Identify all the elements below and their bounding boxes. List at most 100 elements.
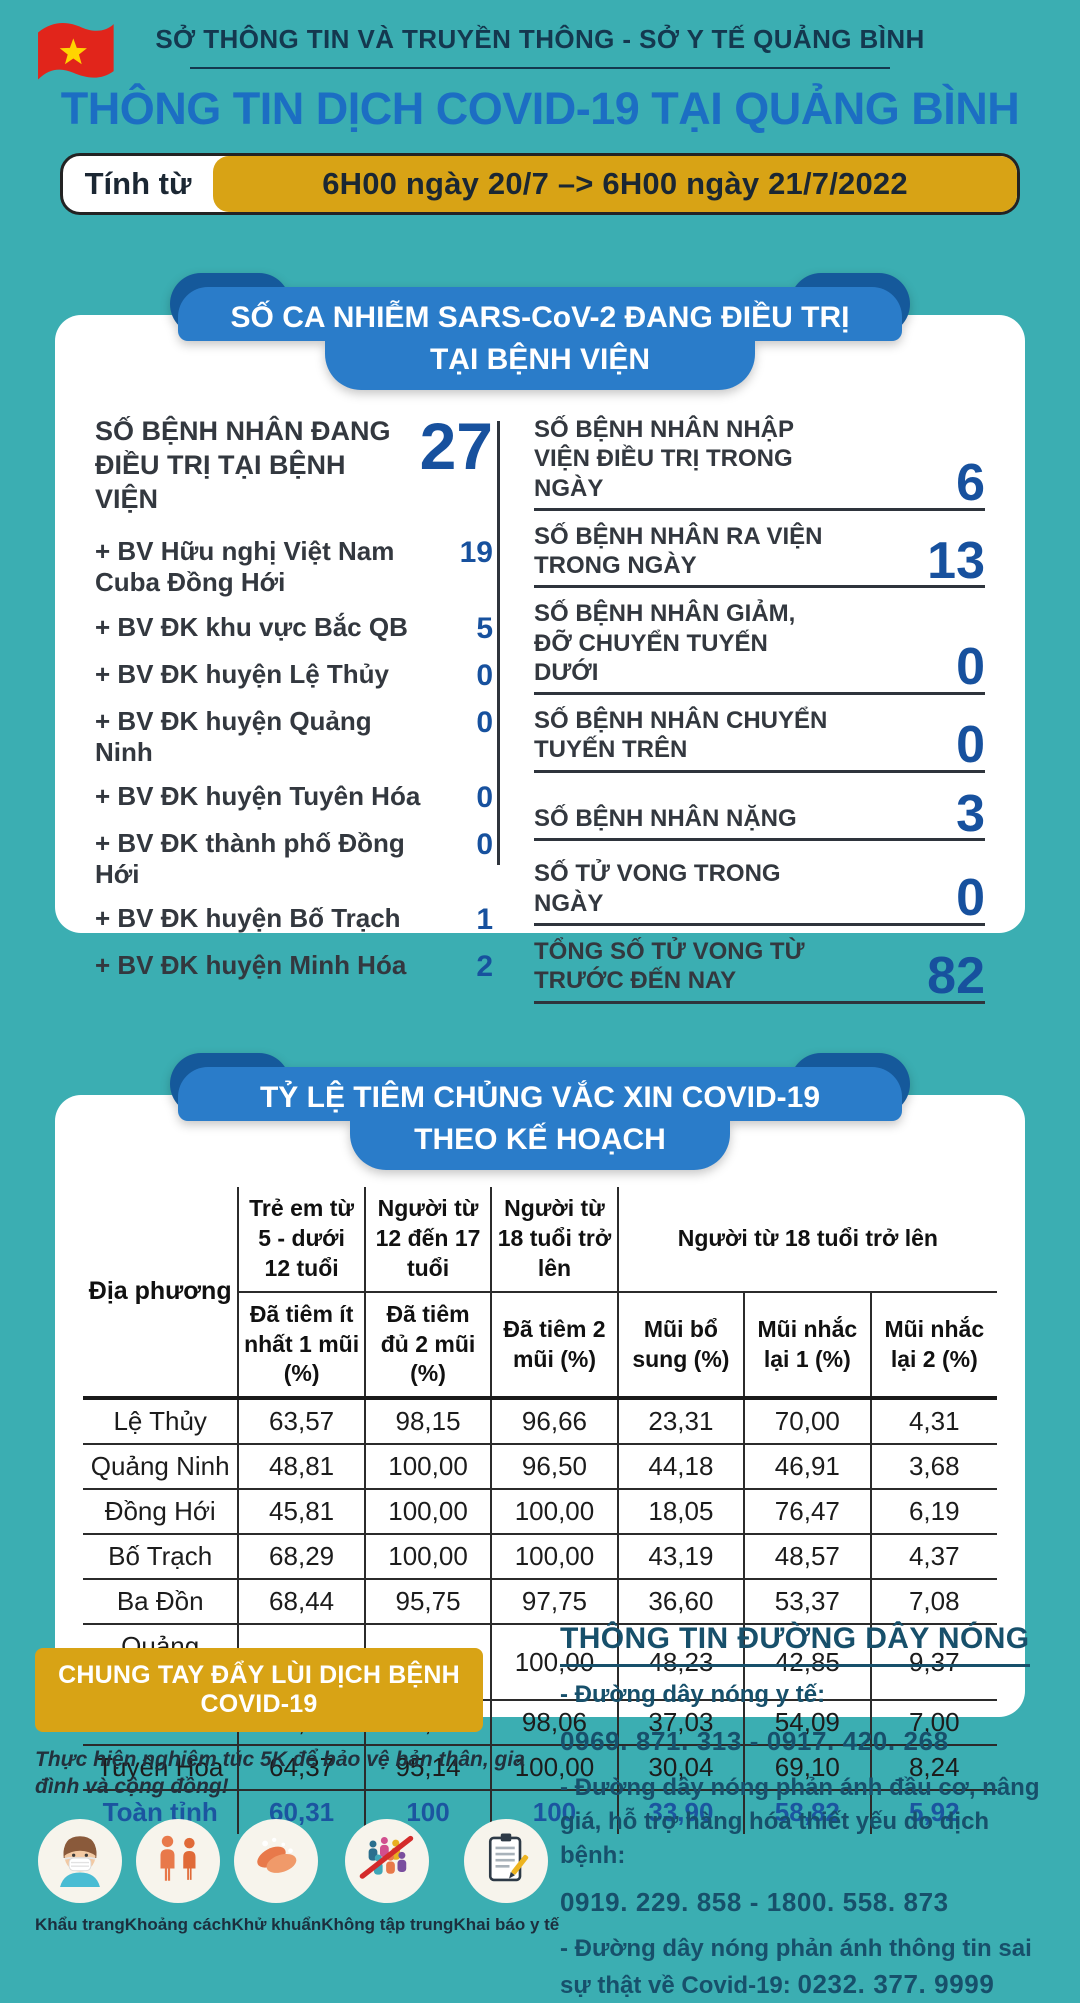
col-group-12-17: Người từ 12 đến 17 tuổi <box>363 1187 493 1293</box>
measure-label: Khai báo y tế <box>453 1914 560 1934</box>
campaign-section: CHUNG TAY ĐẨY LÙI DỊCH BỆNH COVID-19 Thự… <box>0 1608 559 2003</box>
table-sub-header-row: Đã tiêm ít nhất 1 mũi (%) Đã tiêm đủ 2 m… <box>83 1290 997 1401</box>
district-name: Lệ Thủy <box>83 1397 240 1446</box>
hospital-name: + BV Hữu nghị Việt Nam Cuba Đồng Hới <box>95 536 395 598</box>
stat-row: SỐ BỆNH NHÂN NẶNG 3 <box>534 788 985 842</box>
cell-supplement: 18,05 <box>616 1488 746 1536</box>
cell-dose2-full: 95,14 <box>363 1744 493 1792</box>
stat-label: TỔNG SỐ TỬ VONG TỪ TRƯỚC ĐẾN NAY <box>534 938 805 995</box>
cell-dose2-full: 95,75 <box>363 1578 493 1626</box>
measure-label: Khoảng cách <box>124 1914 232 1934</box>
hospital-row: + BV ĐK huyện Quảng Ninh 0 <box>95 706 497 768</box>
hospital-count: 0 <box>476 781 493 814</box>
title-divider <box>190 67 890 69</box>
banner-line2: TẠI BỆNH VIỆN <box>325 339 755 390</box>
district-name: Ba Đồn <box>83 1578 240 1626</box>
hospital-count: 19 <box>459 536 493 570</box>
measure-mask: Khẩu trang <box>35 1818 125 1935</box>
table-row: Quảng Ninh 48,81 100,00 96,50 44,18 46,9… <box>83 1443 997 1491</box>
hospital-row: + BV Hữu nghị Việt Nam Cuba Đồng Hới 19 <box>95 536 497 598</box>
column-divider <box>497 421 500 865</box>
cell-booster1: 70,00 <box>743 1397 872 1446</box>
hospital-card-columns: SỐ BỆNH NHÂN ĐANG ĐIỀU TRỊ TẠI BỆNH VIỆN… <box>95 413 985 1004</box>
col-header-district: Địa phương <box>83 1187 240 1401</box>
cell-booster2: 8,24 <box>869 1744 997 1792</box>
measure-no-gathering: Không tập trung <box>321 1818 453 1935</box>
measure-label: Khẩu trang <box>35 1914 125 1934</box>
cell-dose1: 45,81 <box>237 1488 366 1536</box>
district-name: Quảng Ninh <box>83 1443 240 1491</box>
cell-supplement: 23,31 <box>616 1397 746 1446</box>
cell-supplement: 37,03 <box>616 1699 746 1747</box>
cell-booster1: 48,57 <box>743 1533 872 1581</box>
cell-dose2: 96,50 <box>490 1443 619 1491</box>
stat-value: 0 <box>956 638 985 697</box>
cell-booster1: 46,91 <box>743 1443 872 1491</box>
measure-distance: Khoảng cách <box>124 1818 232 1935</box>
cell-booster2: 4,37 <box>869 1533 997 1581</box>
hospital-count: 0 <box>476 658 493 692</box>
district-name: Đồng Hới <box>83 1488 240 1536</box>
cell-booster2: 5,92 <box>869 1789 997 1835</box>
hospital-row: + BV ĐK huyện Tuyên Hóa 0 <box>95 781 497 815</box>
stat-label: SỐ BỆNH NHÂN GIẢM, ĐỠ CHUYỂN TUYẾN DƯỚI <box>534 600 796 686</box>
hospital-name: + BV ĐK huyện Tuyên Hóa <box>95 781 421 811</box>
col-header-booster1: Mũi nhắc lại 1 (%) <box>743 1290 872 1401</box>
cell-booster2: 6,19 <box>869 1488 997 1536</box>
stat-row: TỔNG SỐ TỬ VONG TỪ TRƯỚC ĐẾN NAY 82 <box>534 937 985 1004</box>
hospital-name: + BV ĐK thành phố Đồng Hới <box>95 828 405 890</box>
hand-washing-icon <box>247 1829 305 1892</box>
cell-booster2: 9,37 <box>869 1623 997 1702</box>
stat-row: SỐ BỆNH NHÂN GIẢM, ĐỠ CHUYỂN TUYẾN DƯỚI … <box>534 599 985 697</box>
table-row: Lệ Thủy 63,57 98,15 96,66 23,31 70,00 4,… <box>83 1397 997 1446</box>
cell-dose2: 100,00 <box>490 1623 619 1702</box>
stat-value: 6 <box>956 453 985 512</box>
hotline-section: THÔNG TIN ĐƯỜNG DÂY NÓNG - Đường dây nón… <box>548 1608 1080 2003</box>
table-row: Đồng Hới 45,81 100,00 100,00 18,05 76,47… <box>83 1488 997 1536</box>
hotline-numbers-fake-news: 0232. 377. 9999 <box>797 1969 995 2000</box>
cell-booster2: 7,00 <box>869 1699 997 1747</box>
vietnam-flag-icon <box>33 12 117 100</box>
col-header-dose2-full: Đã tiêm đủ 2 mũi (%) <box>363 1290 493 1401</box>
table-group-header-row: Địa phương Trẻ em từ 5 - dưới 12 tuổi Ng… <box>83 1187 997 1401</box>
cell-booster1: 69,10 <box>743 1744 872 1792</box>
hotline-numbers-medical: 0969. 871. 313 - 0917. 420. 268 <box>560 1726 949 1757</box>
col-header-supplement: Mũi bổ sung (%) <box>616 1290 746 1401</box>
hospital-name: + BV ĐK khu vực Bắc QB <box>95 611 408 642</box>
distance-icon <box>150 1830 206 1891</box>
cell-dose2: 98,06 <box>490 1699 619 1747</box>
hotline-numbers-price: 0919. 229. 858 - 1800. 558. 873 <box>560 1887 949 1918</box>
stat-value: 0 <box>956 869 985 928</box>
report-period: Tính từ 6H00 ngày 20/7 –> 6H00 ngày 21/7… <box>60 153 1020 215</box>
cell-dose2: 100,00 <box>490 1744 619 1792</box>
hospital-count: 0 <box>476 705 493 739</box>
campaign-slogan: Thực hiện nghiêm túc 5K để bảo vệ bản th… <box>35 1748 525 1799</box>
hospital-count: 0 <box>476 828 493 861</box>
stat-value: 13 <box>927 531 985 590</box>
period-value: 6H00 ngày 20/7 –> 6H00 ngày 21/7/2022 <box>213 156 1017 212</box>
cell-booster1: 76,47 <box>743 1488 872 1536</box>
cell-dose2-full: 100,00 <box>363 1488 493 1536</box>
hospital-count: 2 <box>476 950 493 984</box>
cell-dose2: 97,75 <box>490 1578 619 1626</box>
cell-supplement: 48,23 <box>616 1623 746 1702</box>
five-k-measures: Khẩu trang <box>35 1818 559 1935</box>
banner-line2: THEO KẾ HOẠCH <box>350 1119 730 1170</box>
stat-row: SỐ BỆNH NHÂN RA VIỆN TRONG NGÀY 13 <box>534 522 985 589</box>
vaccine-card-banner: TỶ LỆ TIÊM CHỦNG VẮC XIN COVID-19 THEO K… <box>170 1053 910 1170</box>
stat-label: SỐ BỆNH NHÂN NẶNG <box>534 805 797 833</box>
hospital-name: + BV ĐK huyện Minh Hóa <box>95 950 407 981</box>
cell-booster1: 58,82 <box>743 1789 872 1835</box>
page-title: THÔNG TIN DỊCH COVID-19 TẠI QUẢNG BÌNH <box>60 83 1020 134</box>
cell-booster2: 7,08 <box>869 1578 997 1626</box>
stat-value: 0 <box>956 715 985 774</box>
measure-label: Khử khuẩn <box>231 1914 322 1934</box>
cell-dose2: 96,66 <box>490 1397 619 1446</box>
hotline-line-medical: - Đường dây nóng y tế: <box>560 1681 826 1708</box>
hospital-list-column: SỐ BỆNH NHÂN ĐANG ĐIỀU TRỊ TẠI BỆNH VIỆN… <box>95 413 497 983</box>
total-in-treatment-row: SỐ BỆNH NHÂN ĐANG ĐIỀU TRỊ TẠI BỆNH VIỆN… <box>95 413 497 516</box>
col-header-dose1: Đã tiêm ít nhất 1 mũi (%) <box>238 1290 366 1401</box>
stat-label: SỐ BỆNH NHÂN CHUYỂN TUYẾN TRÊN <box>534 707 828 764</box>
stat-label: SỐ BỆNH NHÂN RA VIỆN TRONG NGÀY <box>534 522 823 580</box>
hospital-row: + BV ĐK huyện Minh Hóa 2 <box>95 950 497 984</box>
